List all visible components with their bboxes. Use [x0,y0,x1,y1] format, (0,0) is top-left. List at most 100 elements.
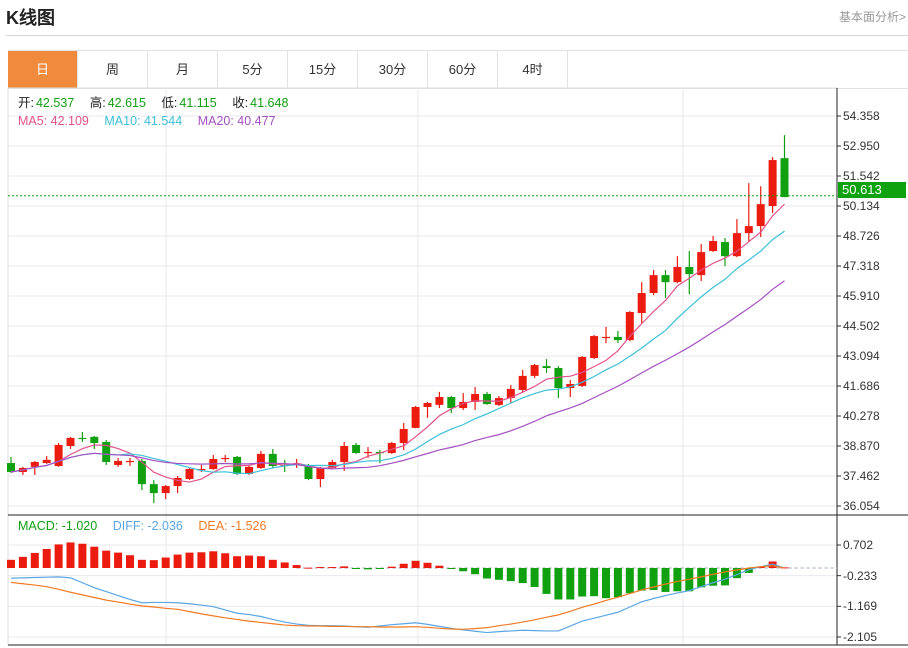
macd-bar [578,568,587,597]
macd-bar [352,568,361,570]
macd-bar [435,565,444,569]
macd-axis-label: 0.702 [843,538,874,552]
candle-up [387,443,396,454]
candle-down [149,484,158,494]
high-label: 高: [89,96,106,110]
macd-bar [245,555,253,569]
price-axis-label: 50.134 [843,199,880,213]
diff-value: DIFF: -2.036 [112,519,183,533]
candle-down [90,436,99,444]
macd-bar [613,568,622,598]
candle-down [780,158,789,198]
macd-bar [697,568,706,588]
ma5-value: MA5: 42.109 [18,114,89,128]
macd-bar [30,552,39,569]
candle-up [30,461,39,467]
tab-60min[interactable]: 60分 [428,51,498,88]
ma20-line [10,280,785,473]
low-label: 低: [161,96,178,110]
macd-bar [673,568,682,592]
ma20-value: MA20: 40.477 [197,114,276,128]
candle-up [42,459,51,464]
macd-bar [126,555,134,569]
candle-down [542,366,551,369]
candle-down [102,441,111,462]
close-value: 41.648 [250,96,289,110]
ohlc-readout: 开: 42.537 高: 42.615 低: 41.115 收: 41.648 [18,96,290,111]
candle-up [185,469,194,480]
macd-bar [649,568,658,590]
candle-down [7,463,15,472]
macd-bar [411,560,420,569]
macd-bar [114,552,123,569]
macd-bar [518,568,527,584]
macd-bar [173,554,182,569]
macd-bar [625,568,634,594]
candle-up [340,446,349,462]
tab-month[interactable]: 月 [148,51,218,88]
candle-up [423,402,432,408]
candle-up [256,453,265,468]
low-value: 41.115 [179,96,217,110]
open-value: 42.537 [35,96,75,110]
macd-bar [90,546,99,569]
price-axis-label: 38.870 [843,439,880,453]
macd-bar [530,568,539,588]
macd-bar [566,568,575,600]
candle-up [328,461,337,468]
high-value: 42.615 [107,96,146,110]
candle-down [721,242,729,257]
candle-down [352,444,361,454]
tab-day[interactable]: 日 [8,51,78,88]
macd-bar [185,552,194,569]
macd-bar [7,559,15,569]
macd-bar [554,568,563,600]
fundamental-analysis-link[interactable]: 基本面分析> [838,10,906,24]
diff-line [10,563,785,634]
candle-up [316,467,325,480]
macd-bar [268,559,277,569]
price-axis-label: 51.542 [843,169,880,183]
macd-bar [423,562,432,569]
price-axis-label: 41.686 [843,379,880,393]
ma10-line [10,230,785,475]
candle-up [411,407,420,428]
macd-bar [768,561,777,569]
macd-bar [542,568,551,594]
macd-bar [328,567,337,569]
macd-bar [66,542,75,569]
candle-up [756,204,765,227]
macd-bar [506,568,515,582]
tab-30min[interactable]: 30分 [358,51,428,88]
price-axis-label: 47.318 [843,259,880,273]
tab-5min[interactable]: 5分 [218,51,288,88]
macd-readout: MACD: -1.020 DIFF: -2.036 DEA: -1.526 [18,519,268,534]
macd-value: MACD: -1.020 [18,519,98,533]
macd-bar [137,559,146,569]
tab-4hour[interactable]: 4时 [498,51,568,88]
macd-bar [197,552,206,569]
candle-up [530,365,539,376]
tab-15min[interactable]: 15分 [288,51,358,88]
candle-up [54,444,63,467]
macd-bar [744,568,753,573]
candle-up [66,437,75,446]
candle-up [732,233,741,257]
macd-bar [54,544,63,569]
macd-bar [399,563,408,569]
candle-up [625,311,634,341]
macd-bar [756,566,765,569]
macd-bar [459,568,468,572]
candle-up [173,477,182,487]
macd-axis-label: -1.169 [843,599,878,613]
macd-bar [483,568,491,579]
header-divider [6,35,908,36]
candle-up [637,293,646,314]
macd-bar [471,568,480,575]
macd-bar [78,543,87,569]
macd-bar [340,566,349,569]
candle-down [78,437,87,440]
tab-week[interactable]: 周 [78,51,148,88]
candle-up [673,267,682,283]
